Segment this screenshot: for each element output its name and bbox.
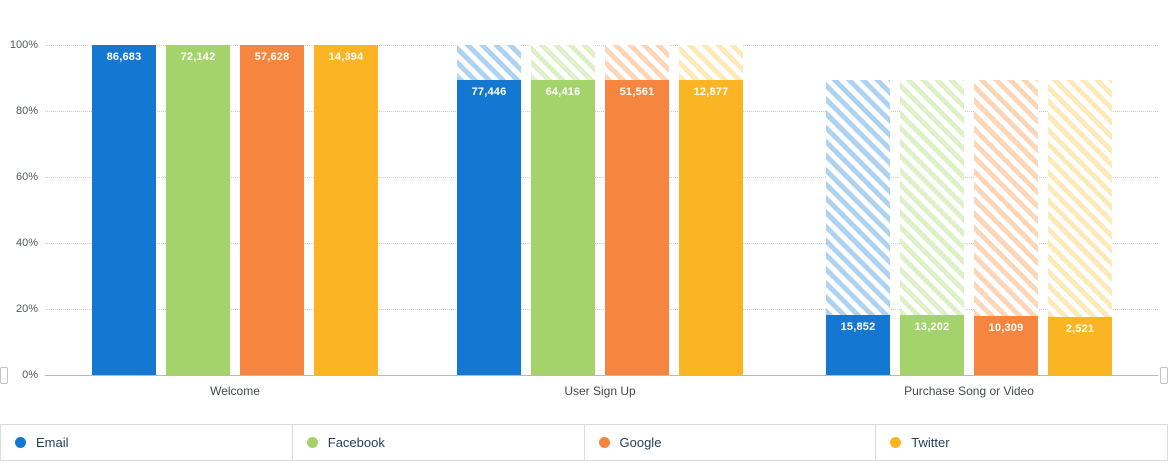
bar-value-label: 2,521 [1065, 323, 1095, 336]
bar-facebook[interactable]: 64,416 [531, 80, 595, 375]
bar-value-label: 77,446 [471, 86, 507, 99]
bar-hatch-google[interactable] [974, 79, 1038, 316]
bar-value-label: 57,628 [254, 51, 290, 63]
bar-google[interactable]: 51,561 [605, 79, 669, 375]
bar-value-label: 13,202 [914, 320, 950, 333]
legend-item-google[interactable]: Google [583, 424, 877, 461]
bar-value-label: 64,416 [545, 86, 581, 99]
y-axis-label: 80% [15, 105, 38, 117]
bar-twitter[interactable]: 2,521 [1048, 317, 1112, 375]
bar-value-label: 14,394 [328, 51, 364, 63]
bar-email[interactable]: 77,446 [457, 80, 521, 375]
legend-label: Twitter [911, 435, 950, 450]
legend-label: Facebook [327, 435, 385, 450]
scroll-right-button[interactable] [1160, 367, 1168, 384]
chart-legend: Email Facebook Google Twitter [0, 424, 1168, 461]
bar-value-label: 12,877 [693, 85, 729, 98]
email-series-dot-icon [15, 437, 26, 448]
bar-twitter[interactable]: 12,877 [679, 79, 743, 375]
gridline-40 [45, 243, 1158, 244]
bar-value-label: 72,142 [180, 51, 216, 63]
bar-hatch-email[interactable] [457, 45, 521, 81]
bar-email[interactable]: 15,852 [826, 314, 890, 375]
step-label: Welcome [210, 384, 260, 398]
legend-item-email[interactable]: Email [0, 424, 293, 461]
bar-value-label: 10,309 [988, 321, 1024, 334]
bar-facebook[interactable]: 72,142 [166, 45, 230, 375]
bar-hatch-google[interactable] [605, 45, 669, 80]
bar-hatch-email[interactable] [826, 80, 890, 315]
step-label: Purchase Song or Video [904, 384, 1034, 398]
gridline-100 [45, 45, 1158, 46]
bar-value-label: 86,683 [106, 51, 142, 63]
gridline-0 [45, 375, 1158, 376]
bar-value-label: 51,561 [619, 85, 655, 98]
bar-value-label: 15,852 [840, 320, 876, 333]
google-series-dot-icon [598, 437, 610, 448]
bar-email[interactable]: 86,683 [92, 45, 156, 375]
y-axis-label: 20% [15, 303, 38, 315]
bar-hatch-facebook[interactable] [900, 80, 964, 315]
step-label: User Sign Up [564, 384, 636, 398]
gridline-20 [45, 309, 1158, 310]
bar-hatch-facebook[interactable] [531, 45, 595, 81]
legend-item-facebook[interactable]: Facebook [291, 424, 585, 461]
scroll-left-button[interactable] [0, 367, 8, 384]
y-axis-label: 0% [22, 369, 38, 381]
legend-item-twitter[interactable]: Twitter [875, 424, 1168, 461]
legend-label: Google [619, 435, 662, 450]
bar-google[interactable]: 10,309 [974, 315, 1038, 375]
gridline-80 [45, 111, 1158, 112]
twitter-series-dot-icon [890, 437, 902, 448]
bar-hatch-twitter[interactable] [1048, 79, 1112, 318]
gridline-60 [45, 177, 1158, 178]
bar-hatch-twitter[interactable] [679, 45, 743, 80]
bar-facebook[interactable]: 13,202 [900, 314, 964, 375]
y-axis-label: 100% [9, 39, 38, 51]
facebook-series-dot-icon [306, 437, 318, 448]
bar-google[interactable]: 57,628 [240, 45, 304, 375]
legend-label: Email [36, 435, 69, 450]
y-axis-label: 40% [15, 237, 38, 249]
y-axis-label: 60% [15, 171, 38, 183]
bar-twitter[interactable]: 14,394 [314, 45, 378, 375]
